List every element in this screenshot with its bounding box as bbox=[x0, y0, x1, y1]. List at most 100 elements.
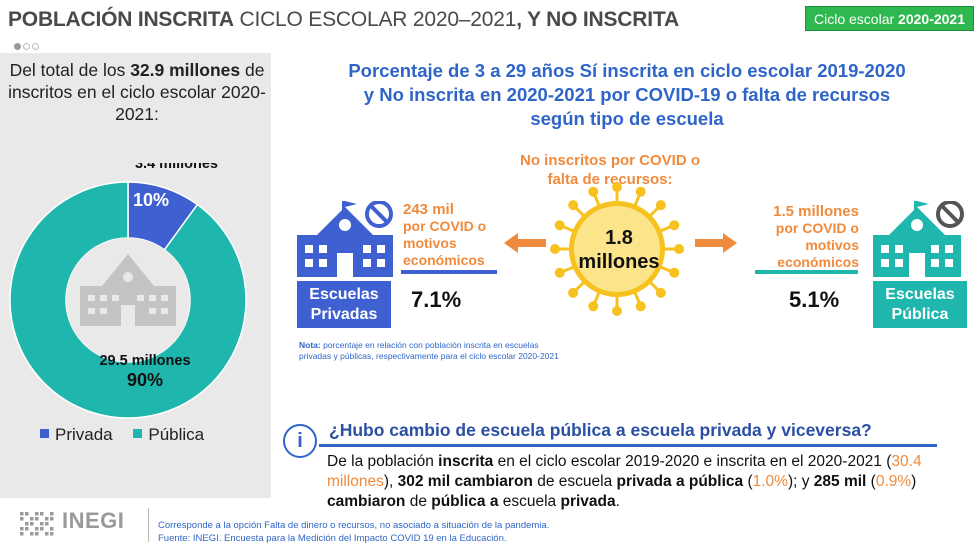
enrollment-intro: Del total de los 32.9 millones de inscri… bbox=[8, 59, 266, 125]
logo-dot bbox=[20, 512, 24, 516]
info-text: De la población inscrita en el ciclo esc… bbox=[327, 452, 939, 512]
virus-spike-tip bbox=[568, 200, 579, 211]
info-span: ), bbox=[383, 473, 398, 490]
legend-swatch-public bbox=[133, 429, 143, 438]
inegi-logo-text: INEGI bbox=[62, 508, 125, 533]
logo-dot bbox=[35, 512, 39, 516]
public-percent-label: 90% bbox=[127, 370, 163, 390]
info-span: 285 mil bbox=[813, 473, 867, 490]
virus-spike-tip bbox=[612, 182, 622, 192]
slide-dot[interactable] bbox=[14, 43, 21, 50]
logo-dot bbox=[50, 532, 54, 536]
footer-note: Corresponde a la opción Falta de dinero … bbox=[158, 520, 550, 531]
info-span: privada a pública bbox=[616, 473, 744, 490]
private-count-value: 243 mil bbox=[403, 201, 454, 218]
logo-dot bbox=[40, 522, 44, 526]
no-sign-icon bbox=[936, 201, 964, 228]
virus-spike-tip bbox=[669, 220, 680, 231]
info-span: escuela bbox=[498, 493, 561, 510]
slide-dot[interactable] bbox=[23, 43, 30, 50]
arrow-right-icon bbox=[695, 233, 737, 253]
virus-spike-tip bbox=[554, 220, 565, 231]
logo-dot bbox=[35, 527, 39, 531]
private-count-line: por COVID o bbox=[403, 218, 487, 234]
info-span: cambiaron bbox=[327, 493, 406, 510]
logo-dot bbox=[45, 517, 49, 521]
cycle-badge: Ciclo escolar 2020-2021 bbox=[805, 6, 974, 31]
logo-dot bbox=[20, 532, 24, 536]
logo-dot bbox=[50, 512, 54, 516]
virus-spike-tip bbox=[655, 200, 666, 211]
private-badge-line: Escuelas bbox=[309, 286, 379, 303]
info-icon: i bbox=[283, 424, 317, 458]
virus-spike-tip bbox=[655, 287, 666, 298]
footer-notes: Corresponde a la opción Falta de dinero … bbox=[158, 519, 549, 545]
public-count-line: por COVID o bbox=[775, 220, 859, 236]
logo-dot bbox=[50, 517, 54, 521]
legend-item-public: Pública bbox=[133, 425, 204, 445]
covid-title-line: No inscritos por COVID o bbox=[519, 152, 700, 169]
info-divider bbox=[319, 444, 937, 447]
public-underline bbox=[755, 270, 858, 274]
slide-dot[interactable] bbox=[32, 43, 39, 50]
private-count-line: motivos bbox=[403, 235, 457, 251]
title-part-bold: POBLACIÓN INSCRITA bbox=[8, 8, 234, 31]
cycle-badge-value: 2020-2021 bbox=[898, 11, 965, 27]
intro-total: 32.9 millones bbox=[130, 60, 241, 80]
virus-spike-tip bbox=[554, 267, 565, 278]
footer-source: Fuente: INEGI. Encuesta para la Medición… bbox=[158, 533, 507, 544]
info-span: 1.0% bbox=[752, 473, 788, 490]
public-count-value: 1.5 millones bbox=[773, 203, 859, 220]
private-percent: 7.1% bbox=[411, 287, 462, 312]
logo-dot bbox=[25, 522, 29, 526]
info-span: ) bbox=[911, 473, 917, 490]
legend-item-private: Privada bbox=[40, 425, 113, 445]
private-count-label: 3.4 millones bbox=[135, 163, 218, 172]
covid-title-line: falta de recursos: bbox=[547, 171, 673, 188]
virus-spike-tip bbox=[550, 244, 560, 254]
footnote-text: porcentaje en relación con población ins… bbox=[299, 340, 559, 361]
logo-dot bbox=[20, 527, 24, 531]
cycle-badge-label: Ciclo escolar bbox=[814, 11, 899, 27]
inegi-logo-icon bbox=[20, 512, 54, 536]
private-count-line: económicos bbox=[403, 252, 485, 268]
info-span: 302 mil cambiaron bbox=[397, 473, 533, 490]
public-badge-line: Pública bbox=[891, 306, 949, 323]
virus-icon bbox=[550, 182, 684, 316]
info-span: inscrita bbox=[438, 453, 494, 470]
legend-label-public: Pública bbox=[148, 425, 205, 444]
covid-total-value: 1.8 millones bbox=[569, 226, 669, 274]
info-span: 0.9% bbox=[875, 473, 912, 490]
public-count-label: 29.5 millones bbox=[99, 353, 190, 369]
logo-dot bbox=[25, 512, 29, 516]
covid-total-number: 1.8 bbox=[605, 227, 633, 249]
virus-spike-tip bbox=[588, 301, 599, 312]
info-span: pública a bbox=[431, 493, 499, 510]
logo-dot bbox=[20, 517, 24, 521]
private-covid-count: 243 mil por COVID o motivos económicos bbox=[403, 201, 503, 269]
info-span: ( bbox=[866, 473, 876, 490]
slide-dots[interactable] bbox=[14, 37, 41, 55]
legend-swatch-private bbox=[40, 429, 49, 438]
title-part-bold-2: , Y NO INSCRITA bbox=[516, 8, 679, 31]
logo-dot bbox=[25, 527, 29, 531]
logo-dot bbox=[35, 532, 39, 536]
virus-spike-tip bbox=[612, 306, 622, 316]
virus-spike-tip bbox=[588, 186, 599, 197]
logo-dot bbox=[35, 517, 39, 521]
no-sign-icon bbox=[365, 201, 393, 228]
covid-panel: Porcentaje de 3 a 29 años Sí inscrita en… bbox=[279, 53, 975, 510]
legend-label-private: Privada bbox=[55, 425, 113, 444]
logo-dot bbox=[45, 522, 49, 526]
private-badge-line: Privadas bbox=[310, 306, 378, 323]
info-span: en el ciclo escolar 2019-2020 e inscrita… bbox=[493, 453, 892, 470]
info-span: De la población bbox=[327, 453, 439, 470]
panel-title: Porcentaje de 3 a 29 años Sí inscrita en… bbox=[279, 59, 975, 131]
intro-text: Del total de los bbox=[9, 60, 131, 80]
intro-text-2: de inscritos en el ciclo escolar 2020-20… bbox=[8, 60, 266, 124]
covid-total-unit: millones bbox=[578, 251, 660, 273]
enrollment-panel: Del total de los 32.9 millones de inscri… bbox=[0, 53, 271, 498]
footer: INEGI Corresponde a la opción Falta de d… bbox=[0, 502, 978, 551]
logo-dot bbox=[50, 527, 54, 531]
public-percent: 5.1% bbox=[789, 287, 840, 312]
